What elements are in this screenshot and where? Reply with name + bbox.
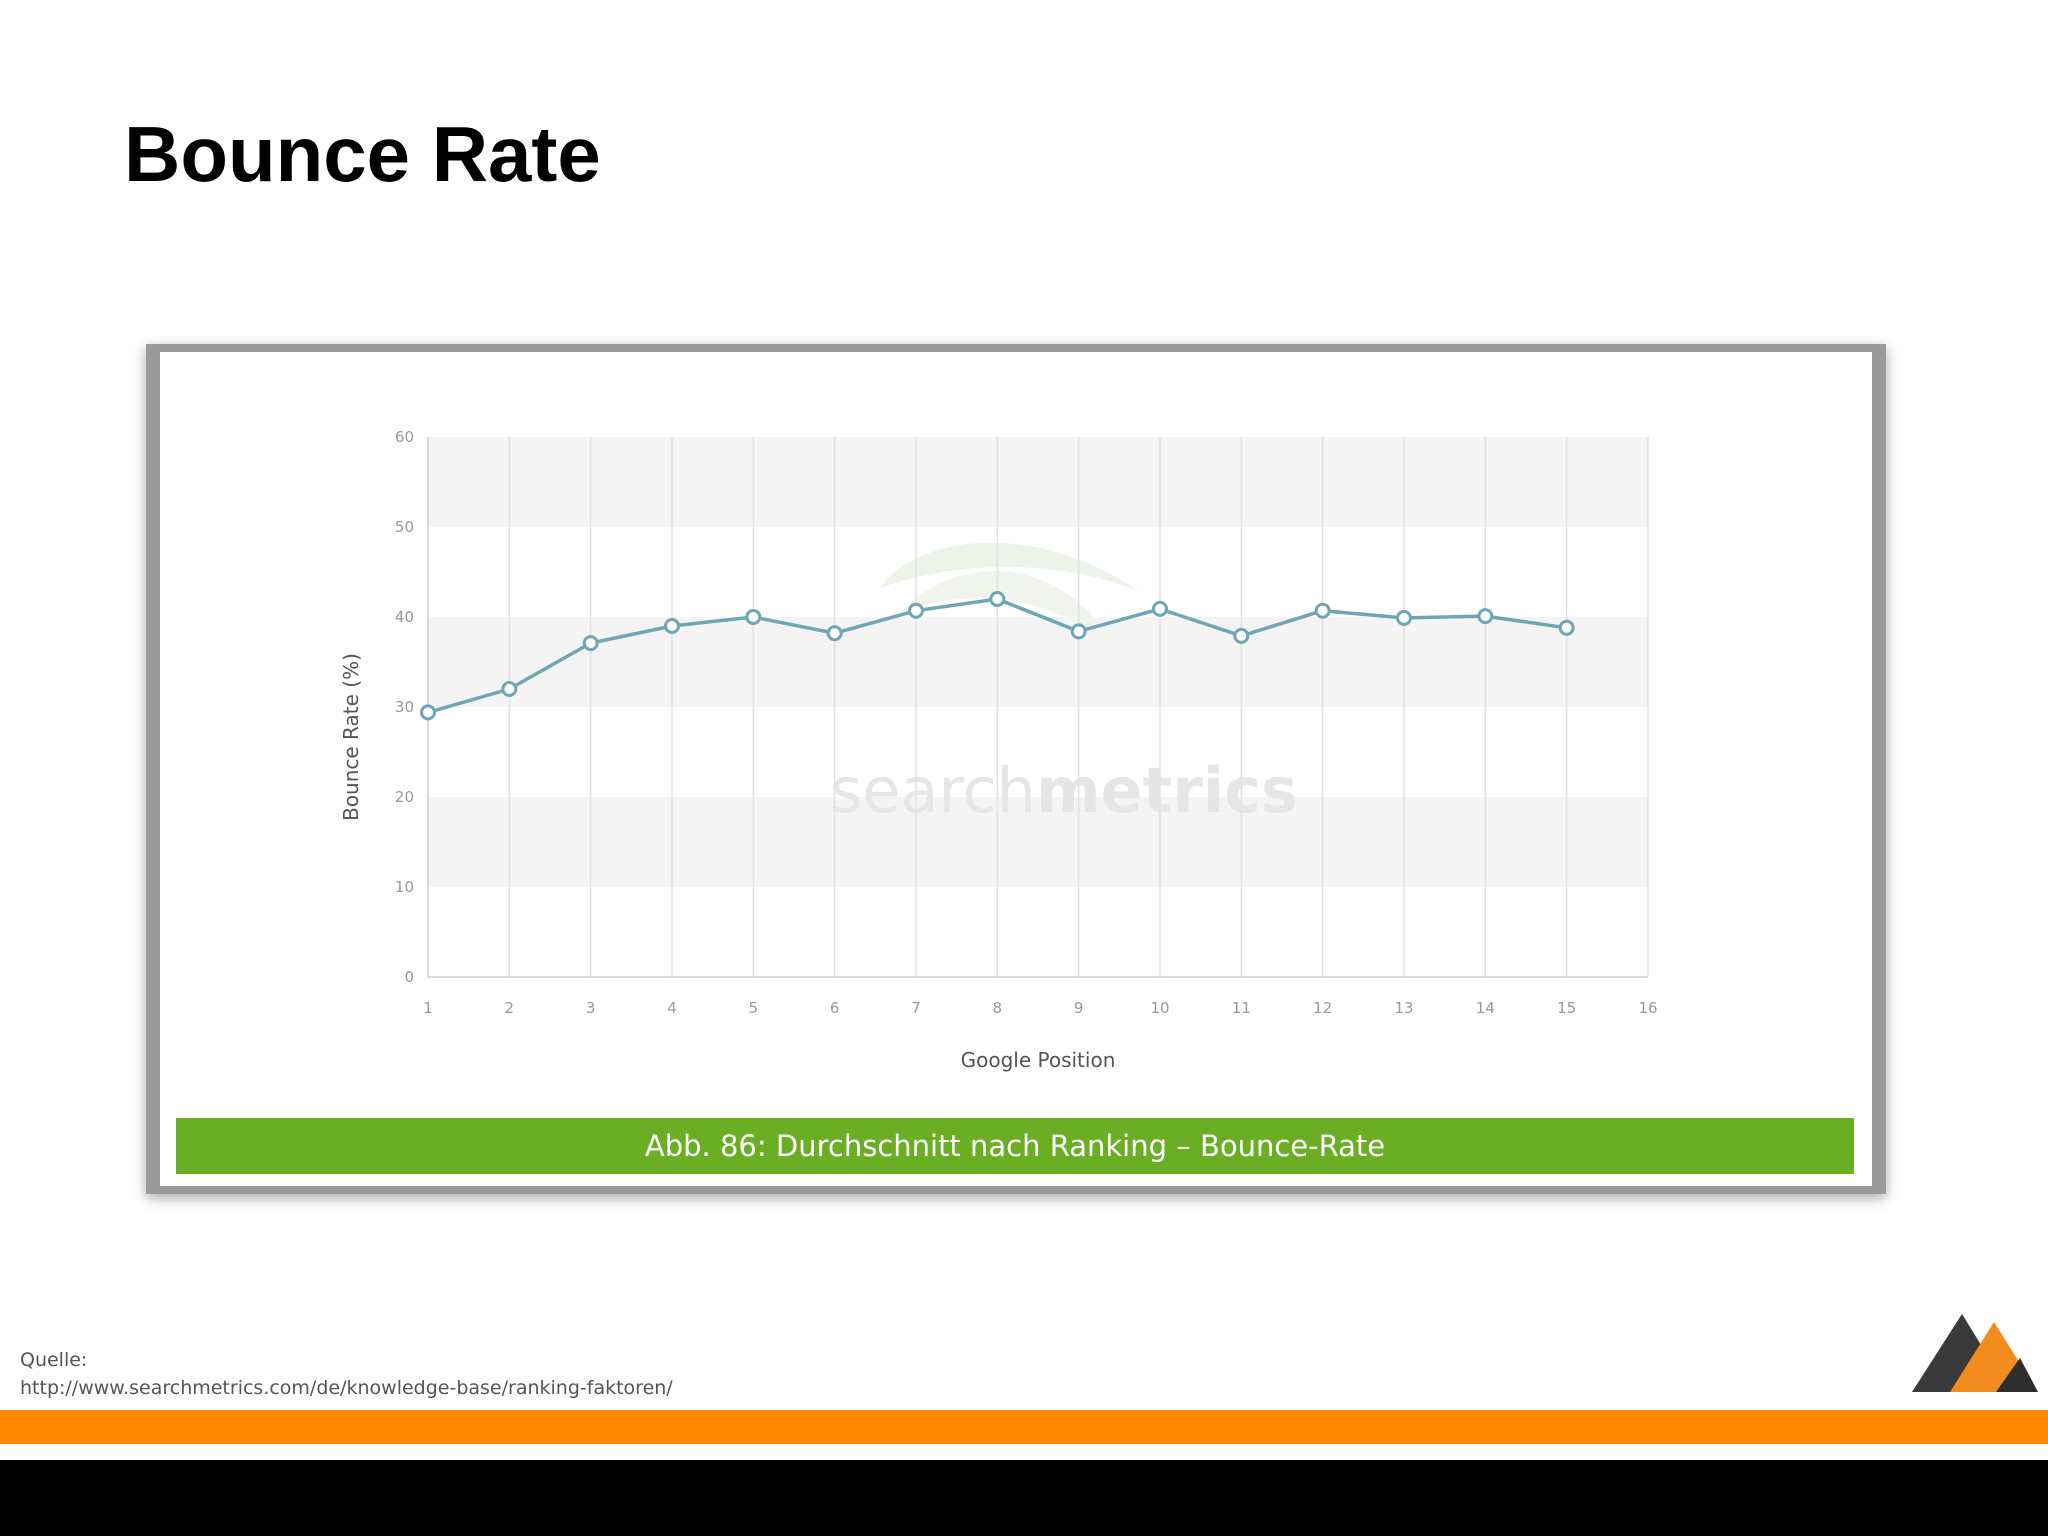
x-tick-label: 2 (505, 999, 515, 1017)
y-tick-labels: 0 10 20 30 40 50 60 (395, 428, 414, 986)
bounce-rate-series (420, 591, 1575, 721)
footer-black-bar (0, 1460, 2048, 1536)
x-tick-label: 11 (1232, 999, 1251, 1017)
data-point (908, 602, 924, 619)
grid-band (428, 797, 1648, 887)
data-point (1152, 600, 1168, 617)
data-point (1070, 623, 1087, 640)
data-point (989, 591, 1006, 607)
data-point (1558, 619, 1575, 636)
x-tick-label: 1 (423, 999, 433, 1017)
source-url[interactable]: http://www.searchmetrics.com/de/knowledg… (20, 1377, 673, 1399)
x-tick-label: 13 (1394, 999, 1413, 1017)
data-point (420, 704, 436, 721)
data-point (745, 609, 762, 625)
source-label: Quelle: (20, 1349, 88, 1371)
x-tick-label: 15 (1557, 999, 1576, 1017)
chart-bands (428, 437, 1648, 887)
y-tick-label: 10 (395, 878, 414, 896)
y-tick-label: 50 (395, 518, 414, 536)
x-tick-label: 9 (1074, 999, 1084, 1017)
x-axis-title: Google Position (961, 1048, 1116, 1072)
data-point (1314, 602, 1331, 619)
x-tick-label: 14 (1476, 999, 1495, 1017)
searchmetrics-watermark: searchmetrics (830, 542, 1298, 827)
figure-caption: Abb. 86: Durchschnitt nach Ranking – Bou… (176, 1118, 1854, 1174)
x-tick-label: 3 (586, 999, 596, 1017)
chart-panel: searchmetrics 0 10 20 30 40 50 60 1 2 3 4 5 6 7 8 9 10 1… (160, 352, 1872, 1186)
source-note: Quelle: http://www.searchmetrics.com/de/… (20, 1346, 673, 1402)
x-tick-label: 8 (993, 999, 1003, 1017)
footer-orange-bar (0, 1410, 2048, 1444)
y-tick-label: 30 (395, 698, 414, 716)
grid-band (428, 617, 1648, 707)
grid-band (428, 437, 1648, 527)
mountain-logo-icon (1912, 1314, 2038, 1392)
x-tick-label: 16 (1638, 999, 1657, 1017)
y-axis-title: Bounce Rate (%) (339, 653, 363, 821)
x-tick-label: 4 (667, 999, 677, 1017)
watermark-text: searchmetrics (830, 754, 1298, 827)
data-point (1233, 627, 1250, 644)
x-tick-label: 12 (1313, 999, 1332, 1017)
data-point (1477, 608, 1494, 625)
y-tick-label: 20 (395, 788, 414, 806)
data-point (501, 681, 518, 697)
x-tick-labels: 1 2 3 4 5 6 7 8 9 10 11 12 13 14 15 16 (423, 999, 1657, 1017)
data-point (1396, 609, 1412, 626)
page-title: Bounce Rate (124, 110, 601, 198)
data-point (826, 625, 843, 642)
x-tick-label: 7 (911, 999, 921, 1017)
x-tick-label: 10 (1150, 999, 1169, 1017)
x-tick-label: 5 (749, 999, 759, 1017)
data-point (664, 618, 680, 634)
y-tick-label: 0 (404, 968, 414, 986)
y-tick-label: 60 (395, 428, 414, 446)
x-tick-label: 6 (830, 999, 840, 1017)
data-point (582, 635, 599, 652)
figure-frame: searchmetrics 0 10 20 30 40 50 60 1 2 3 4 5 6 7 8 9 10 1… (146, 344, 1886, 1194)
y-tick-label: 40 (395, 608, 414, 626)
